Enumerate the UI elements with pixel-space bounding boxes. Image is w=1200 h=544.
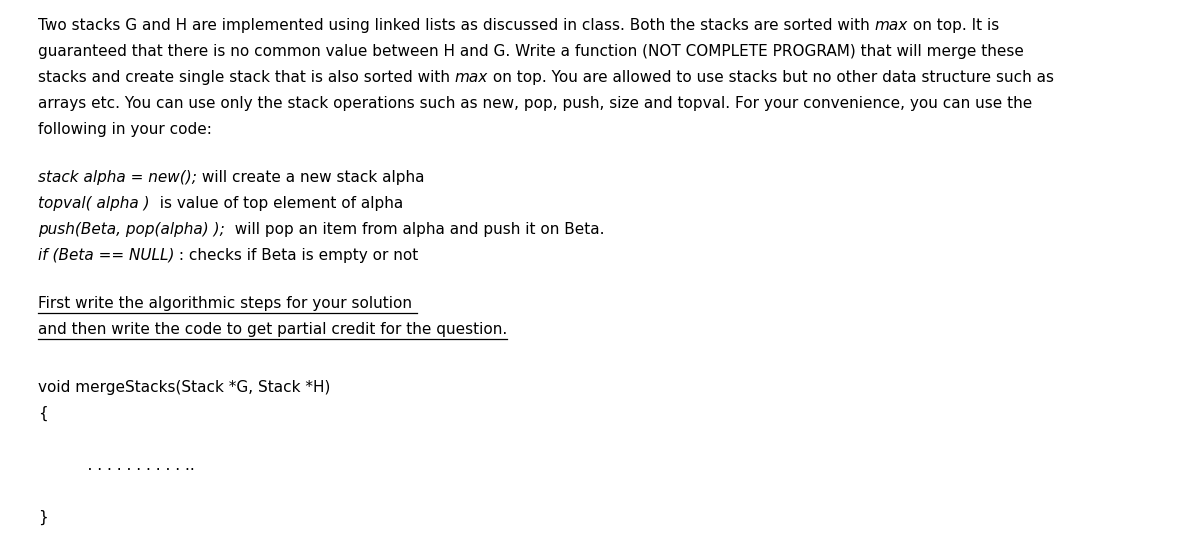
Text: is value of top element of alpha: is value of top element of alpha xyxy=(150,196,403,211)
Text: will create a new stack alpha: will create a new stack alpha xyxy=(197,170,425,185)
Text: arrays etc. You can use only the stack operations such as new, pop, push, size a: arrays etc. You can use only the stack o… xyxy=(38,96,1032,111)
Text: guaranteed that there is no common value between H and G. Write a function (NOT : guaranteed that there is no common value… xyxy=(38,44,1024,59)
Text: push(Beta, pop(alpha) );: push(Beta, pop(alpha) ); xyxy=(38,222,224,237)
Text: on top. It is: on top. It is xyxy=(908,18,1000,33)
Text: if (Beta == NULL): if (Beta == NULL) xyxy=(38,248,174,263)
Text: : checks if Beta is empty or not: : checks if Beta is empty or not xyxy=(174,248,419,263)
Text: and then write the code to get partial credit for the question.: and then write the code to get partial c… xyxy=(38,322,508,337)
Text: on top. You are allowed to use stacks but no other data structure such as: on top. You are allowed to use stacks bu… xyxy=(488,70,1054,85)
Text: . . . . . . . . . . ..: . . . . . . . . . . .. xyxy=(68,458,194,473)
Text: following in your code:: following in your code: xyxy=(38,122,212,137)
Text: max: max xyxy=(875,18,908,33)
Text: topval( alpha ): topval( alpha ) xyxy=(38,196,150,211)
Text: First write the algorithmic steps for your solution: First write the algorithmic steps for yo… xyxy=(38,296,416,311)
Text: Two stacks G and H are implemented using linked lists as discussed in class. Bot: Two stacks G and H are implemented using… xyxy=(38,18,875,33)
Text: will pop an item from alpha and push it on Beta.: will pop an item from alpha and push it … xyxy=(224,222,605,237)
Text: max: max xyxy=(455,70,488,85)
Text: stacks and create single stack that is also sorted with: stacks and create single stack that is a… xyxy=(38,70,455,85)
Text: }: } xyxy=(38,510,48,525)
Text: void mergeStacks(Stack *G, Stack *H): void mergeStacks(Stack *G, Stack *H) xyxy=(38,380,330,395)
Text: stack alpha = new();: stack alpha = new(); xyxy=(38,170,197,185)
Text: {: { xyxy=(38,406,48,421)
